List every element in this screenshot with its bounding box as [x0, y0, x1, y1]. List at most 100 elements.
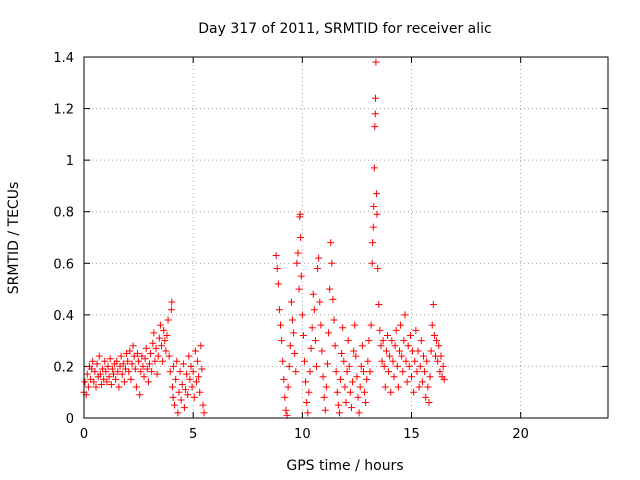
x-axis-label: GPS time / hours: [286, 458, 403, 474]
data-point: [290, 329, 298, 337]
data-point: [148, 368, 156, 376]
data-point: [275, 306, 283, 314]
data-point: [187, 362, 195, 370]
data-point: [289, 316, 297, 324]
data-point: [313, 362, 321, 370]
data-point: [144, 378, 152, 386]
data-point: [295, 285, 303, 293]
data-point: [104, 362, 112, 370]
grid-layer: [84, 57, 608, 418]
data-point: [196, 388, 204, 396]
data-point: [91, 368, 99, 376]
y-axis-label: SRMTID / TECUs: [6, 182, 22, 295]
data-point: [146, 360, 153, 368]
data-point: [393, 362, 401, 370]
data-point: [440, 375, 448, 383]
data-point: [329, 295, 337, 303]
data-point: [136, 391, 144, 399]
data-point: [108, 365, 116, 373]
data-point: [167, 306, 175, 314]
y-tick-label: 0.4: [53, 309, 74, 324]
data-point: [194, 357, 202, 365]
data-point: [159, 357, 167, 365]
data-point: [195, 373, 203, 381]
data-point: [323, 360, 331, 368]
data-point: [152, 344, 160, 352]
data-point: [381, 383, 389, 391]
data-point: [434, 357, 442, 365]
data-point: [347, 404, 355, 412]
data-point: [394, 383, 402, 391]
data-point: [132, 383, 140, 391]
y-tick-label: 0.2: [53, 360, 74, 375]
data-point: [369, 239, 377, 247]
data-point: [192, 378, 200, 386]
data-point: [405, 362, 413, 370]
data-point: [93, 360, 101, 368]
data-point: [433, 337, 441, 345]
data-point: [199, 401, 207, 409]
data-point: [286, 342, 294, 350]
data-point: [198, 365, 206, 373]
data-point: [354, 393, 362, 401]
data-point: [297, 272, 305, 280]
x-tick-label: 10: [294, 427, 311, 442]
data-point: [279, 357, 287, 365]
data-point: [81, 378, 89, 386]
data-point: [305, 388, 313, 396]
data-point: [439, 362, 447, 370]
data-point: [374, 264, 382, 272]
data-point: [149, 339, 157, 347]
data-point: [287, 298, 295, 306]
data-point: [410, 388, 418, 396]
data-point: [171, 401, 179, 409]
data-point: [285, 362, 293, 370]
data-point: [162, 347, 170, 355]
data-point: [408, 373, 415, 381]
data-point: [373, 210, 381, 218]
data-point: [411, 357, 419, 365]
data-point: [362, 399, 370, 407]
data-point: [327, 239, 335, 247]
data-point: [343, 368, 351, 376]
data-point: [424, 383, 432, 391]
data-point: [272, 252, 280, 260]
data-point: [182, 386, 190, 394]
data-point: [184, 391, 192, 399]
data-point: [115, 383, 123, 391]
data-point: [402, 357, 410, 365]
data-point: [322, 383, 330, 391]
data-point: [89, 357, 97, 365]
data-point: [418, 378, 426, 386]
data-point: [304, 409, 312, 417]
data-point: [124, 357, 132, 365]
x-tick-label: 15: [403, 427, 420, 442]
data-point: [154, 352, 162, 360]
data-point: [346, 388, 354, 396]
data-point: [320, 393, 328, 401]
data-point: [425, 399, 433, 407]
data-point: [113, 357, 121, 365]
data-point: [416, 362, 424, 370]
data-point: [401, 311, 409, 319]
data-point: [84, 383, 92, 391]
x-tick-label: 0: [80, 427, 88, 442]
data-point: [421, 368, 429, 376]
data-point: [117, 352, 125, 360]
data-point: [297, 234, 305, 241]
data-point: [334, 401, 342, 409]
data-point: [178, 380, 186, 388]
data-point: [102, 368, 110, 376]
data-point: [351, 321, 359, 329]
data-point: [340, 357, 348, 365]
data-point: [155, 334, 163, 342]
data-point: [388, 337, 396, 345]
data-point: [175, 388, 183, 396]
data-point: [284, 383, 292, 391]
data-point: [352, 352, 360, 360]
data-point: [160, 326, 168, 334]
data-point: [350, 347, 358, 355]
data-point: [168, 383, 176, 391]
y-tick-label: 0.6: [53, 257, 74, 272]
data-point: [90, 378, 98, 386]
